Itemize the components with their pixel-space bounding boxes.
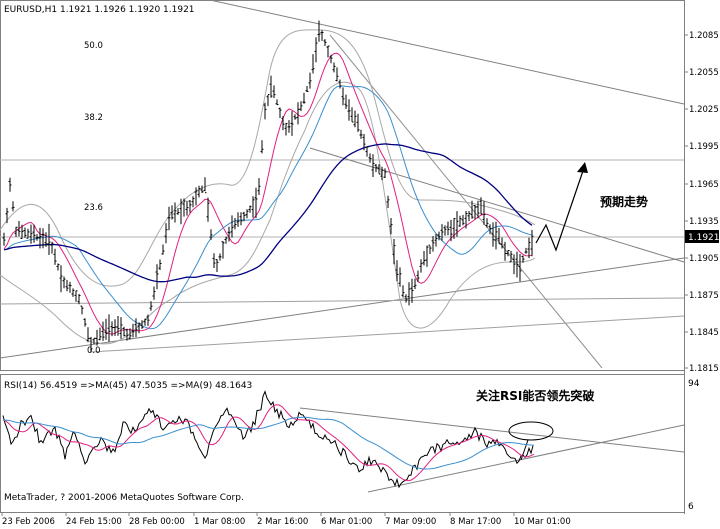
price-bars — [2, 20, 534, 352]
fib-label-38: 38.2 — [84, 113, 103, 123]
price-axis: 1.2085 1.2055 1.2025 1.1995 1.1965 1.1935 1.19… — [684, 31, 719, 374]
chart-header: EURUSD,H1 1.1921 1.1926 1.1920 1.1921 — [4, 5, 195, 15]
current-price-label: 1.1921 — [688, 233, 720, 243]
trend-lines — [0, 0, 685, 369]
price-tick-label: 1.1815 — [689, 364, 719, 374]
copyright-text: MetaTrader, ? 2001-2006 MetaQuotes Softw… — [4, 493, 244, 503]
rsi-annotation: 关注RSI能否领先突破 — [476, 388, 594, 403]
time-axis-label: 8 Mar 17:00 — [450, 517, 501, 525]
rsi-ma45-line — [2, 416, 535, 470]
time-axis-label: 7 Mar 09:00 — [385, 517, 436, 525]
moving-averages — [3, 52, 533, 335]
time-axis-label: 23 Feb 2006 — [2, 517, 55, 525]
price-tick-label: 1.2085 — [689, 31, 719, 41]
rsi-lines — [2, 390, 535, 489]
ma-slow-line — [3, 143, 533, 283]
rsi-ma9-line — [2, 404, 535, 482]
price-tick-label: 1.1905 — [689, 254, 719, 264]
price-tick-label: 1.1965 — [689, 180, 719, 190]
rsi-lower-trendline — [367, 424, 685, 493]
time-axis-label: 28 Feb 00:00 — [129, 517, 185, 525]
rsi-tick-94: 94 — [688, 379, 700, 389]
ma-mid-line — [3, 85, 533, 330]
upper-trendline — [209, 0, 685, 105]
rsi-pointer-line — [520, 439, 529, 461]
rsi-highlight-ellipse — [508, 421, 554, 441]
channel-trendline — [309, 147, 685, 263]
support-line-2 — [89, 315, 685, 353]
time-axis-label: 2 Mar 16:00 — [257, 517, 308, 525]
fib-label-23: 23.6 — [84, 203, 103, 213]
fib-label-50: 50.0 — [84, 41, 103, 51]
time-axis: 23 Feb 2006 24 Feb 15:00 28 Feb 00:00 1 Mar… — [1, 513, 571, 527]
fib-label-0: 0.0 — [87, 346, 101, 356]
time-axis-label: 1 Mar 08:00 — [194, 517, 245, 525]
bollinger-bands — [0, 29, 536, 345]
lower-trendline — [0, 257, 685, 359]
rsi-header: RSI(14) 56.4519 =>MA(45) 47.5035 =>MA(9)… — [4, 381, 252, 391]
rsi-upper-trendline — [299, 407, 685, 453]
price-tick-label: 1.1995 — [689, 142, 719, 152]
price-panel[interactable] — [0, 0, 685, 371]
time-axis-label: 10 Mar 01:00 — [514, 517, 571, 525]
price-tick-label: 1.1935 — [689, 217, 719, 227]
price-tick-label: 1.2055 — [689, 68, 719, 78]
steep-down-trendline — [329, 34, 603, 369]
forecast-annotation: 预期走势 — [600, 194, 648, 209]
time-axis-label: 24 Feb 15:00 — [66, 517, 122, 525]
time-axis-label: 6 Mar 01:00 — [321, 517, 372, 525]
price-tick-label: 1.2025 — [689, 105, 719, 115]
support-line-1 — [0, 297, 685, 305]
rsi-tick-6: 6 — [688, 502, 694, 512]
price-tick-label: 1.1875 — [689, 291, 719, 301]
current-price-marker — [685, 230, 719, 243]
rsi-line — [2, 390, 534, 489]
ma-fast-line — [3, 52, 533, 335]
price-tick-label: 1.1845 — [689, 328, 719, 338]
forecast-arrow — [535, 162, 588, 252]
